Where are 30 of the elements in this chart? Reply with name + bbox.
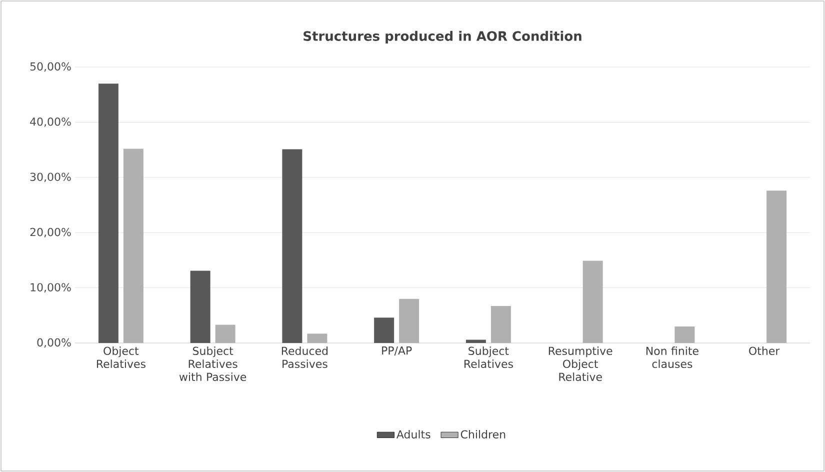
x-tick-label: Object Relatives — [96, 346, 146, 368]
x-tick-label: Non finite clauses — [646, 346, 698, 368]
bar — [98, 84, 118, 343]
y-tick-label: 50,00% — [30, 62, 71, 72]
bar — [466, 340, 486, 343]
bar — [282, 149, 302, 343]
chart-title: Structures produced in AOR Condition — [304, 30, 582, 44]
bar — [123, 148, 144, 343]
y-tick-label: 40,00% — [30, 117, 71, 127]
bar — [215, 324, 236, 343]
x-tick-label: Other — [749, 346, 780, 356]
y-tick-label: 10,00% — [30, 283, 71, 293]
y-tick-label: 30,00% — [30, 172, 71, 182]
bar — [490, 306, 511, 343]
x-tick-label: Subject Relatives — [464, 346, 513, 368]
x-tick-label: Subject Relatives with Passive — [179, 346, 246, 382]
y-tick-label: 20,00% — [30, 228, 71, 238]
bar — [674, 326, 695, 343]
bar — [374, 318, 394, 343]
bar — [307, 334, 328, 343]
bar — [190, 270, 210, 343]
bar — [766, 190, 787, 343]
bar — [399, 298, 420, 343]
legend-label: Children — [460, 430, 506, 439]
x-tick-label: PP/AP — [382, 346, 412, 356]
y-tick-label: 0,00% — [37, 338, 71, 348]
x-tick-label: Resumptive Object Relative — [548, 346, 612, 382]
x-tick-label: Reduced Passives — [282, 346, 328, 368]
bar — [582, 260, 603, 343]
legend-label: Adults — [396, 430, 430, 439]
